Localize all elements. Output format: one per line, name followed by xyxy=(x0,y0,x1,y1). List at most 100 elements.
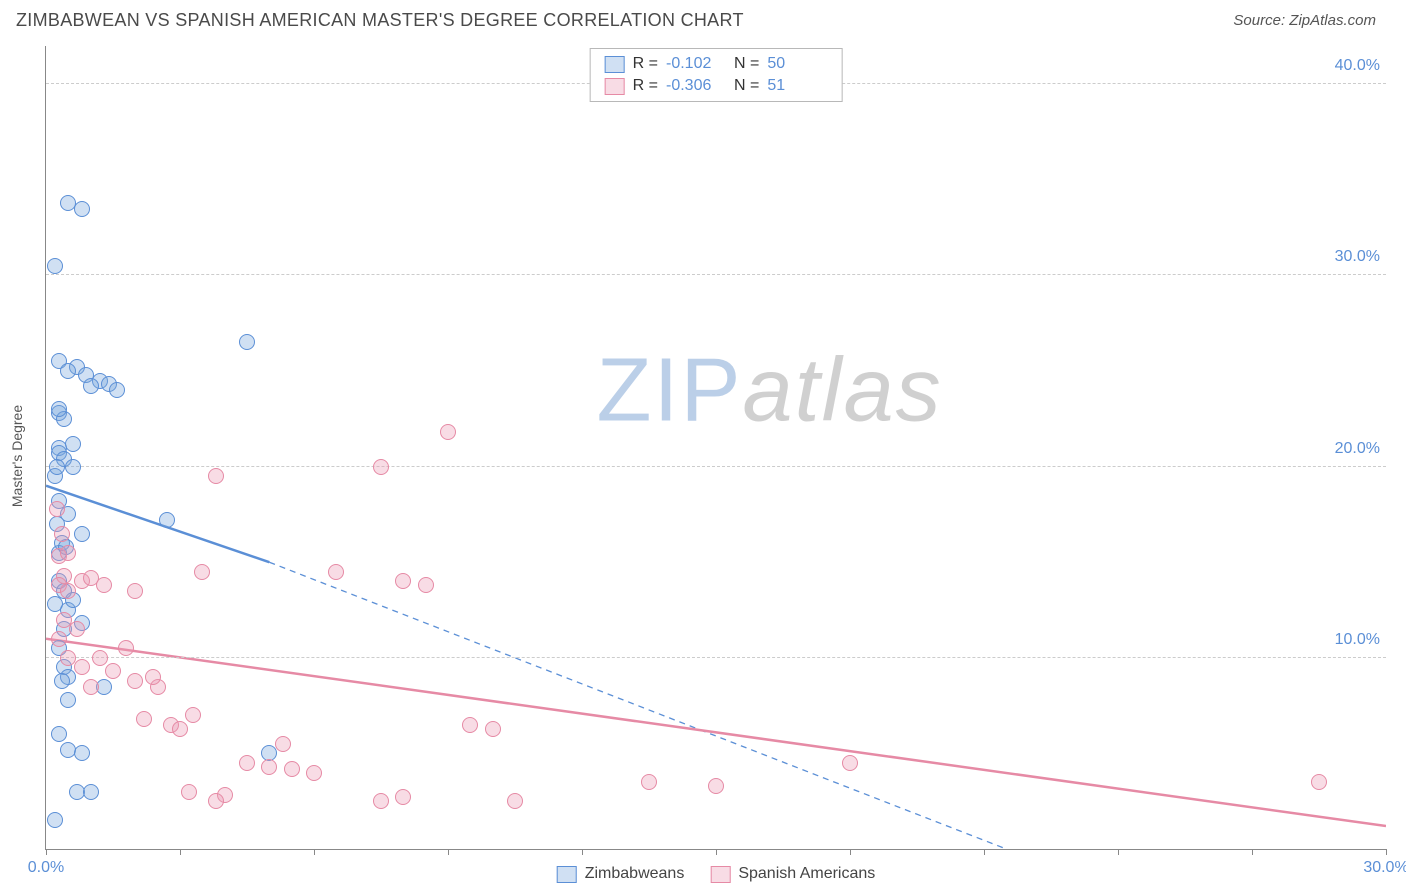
data-point xyxy=(208,468,224,484)
x-tick-label: 30.0% xyxy=(1363,859,1406,877)
data-point xyxy=(54,526,70,542)
data-point xyxy=(74,526,90,542)
data-point xyxy=(60,692,76,708)
r-value: -0.306 xyxy=(666,77,726,95)
y-tick-label: 30.0% xyxy=(1335,248,1388,266)
data-point xyxy=(239,755,255,771)
r-label: R = xyxy=(633,77,658,95)
data-point xyxy=(118,640,134,656)
data-point xyxy=(842,755,858,771)
data-point xyxy=(373,459,389,475)
series-legend-label: Spanish Americans xyxy=(738,865,875,883)
data-point xyxy=(69,621,85,637)
data-point xyxy=(105,663,121,679)
legend-swatch xyxy=(605,78,625,95)
watermark-atlas: atlas xyxy=(743,341,943,441)
data-point xyxy=(194,564,210,580)
data-point xyxy=(49,501,65,517)
series-legend: Zimbabweans Spanish Americans xyxy=(557,865,876,883)
data-point xyxy=(136,711,152,727)
correlation-legend-row: R =-0.306N =51 xyxy=(605,75,828,97)
data-point xyxy=(145,669,161,685)
y-tick-label: 40.0% xyxy=(1335,57,1388,75)
data-point xyxy=(181,784,197,800)
source-prefix: Source: xyxy=(1233,12,1289,29)
series-legend-item: Spanish Americans xyxy=(710,865,875,883)
data-point xyxy=(373,793,389,809)
chart-area: Master's Degree ZIPatlas R =-0.102N =50R… xyxy=(45,46,1386,850)
data-point xyxy=(60,545,76,561)
data-point xyxy=(395,573,411,589)
gridline xyxy=(46,657,1386,658)
data-point xyxy=(261,759,277,775)
data-point xyxy=(83,784,99,800)
data-point xyxy=(172,721,188,737)
x-tick-mark xyxy=(448,849,449,855)
data-point xyxy=(306,765,322,781)
data-point xyxy=(74,201,90,217)
data-point xyxy=(127,583,143,599)
data-point xyxy=(418,577,434,593)
data-point xyxy=(485,721,501,737)
x-tick-mark xyxy=(582,849,583,855)
data-point xyxy=(395,789,411,805)
data-point xyxy=(51,631,67,647)
scatter-plot: ZIPatlas R =-0.102N =50R =-0.306N =51 Zi… xyxy=(45,46,1386,850)
data-point xyxy=(83,378,99,394)
data-point xyxy=(275,736,291,752)
x-tick-mark xyxy=(180,849,181,855)
x-tick-mark xyxy=(984,849,985,855)
data-point xyxy=(328,564,344,580)
gridline xyxy=(46,274,1386,275)
x-tick-mark xyxy=(1252,849,1253,855)
data-point xyxy=(507,793,523,809)
data-point xyxy=(239,334,255,350)
n-label: N = xyxy=(734,55,759,73)
data-point xyxy=(65,436,81,452)
data-point xyxy=(185,707,201,723)
x-tick-mark xyxy=(314,849,315,855)
x-tick-label: 0.0% xyxy=(28,859,64,877)
data-point xyxy=(65,459,81,475)
data-point xyxy=(96,577,112,593)
x-tick-mark xyxy=(716,849,717,855)
x-tick-mark xyxy=(46,849,47,855)
x-tick-mark xyxy=(1386,849,1387,855)
y-tick-label: 10.0% xyxy=(1335,631,1388,649)
r-label: R = xyxy=(633,55,658,73)
data-point xyxy=(83,679,99,695)
legend-swatch xyxy=(710,866,730,883)
source-name: ZipAtlas.com xyxy=(1289,12,1376,29)
watermark: ZIPatlas xyxy=(597,340,943,443)
chart-title: ZIMBABWEAN VS SPANISH AMERICAN MASTER'S … xyxy=(16,10,744,31)
watermark-zip: ZIP xyxy=(597,341,743,441)
gridline xyxy=(46,466,1386,467)
data-point xyxy=(51,726,67,742)
data-point xyxy=(60,363,76,379)
data-point xyxy=(641,774,657,790)
data-point xyxy=(109,382,125,398)
data-point xyxy=(74,659,90,675)
data-point xyxy=(51,401,67,417)
correlation-legend-row: R = -0.102 N = 50 xyxy=(605,53,828,75)
x-tick-mark xyxy=(1118,849,1119,855)
source-attribution: Source: ZipAtlas.com xyxy=(1233,12,1376,29)
series-legend-label: Zimbabweans xyxy=(585,865,685,883)
data-point xyxy=(47,596,63,612)
data-point xyxy=(208,793,224,809)
series-legend-item: Zimbabweans xyxy=(557,865,685,883)
data-point xyxy=(708,778,724,794)
legend-swatch xyxy=(605,56,625,73)
y-tick-label: 20.0% xyxy=(1335,440,1388,458)
data-point xyxy=(462,717,478,733)
data-point xyxy=(74,745,90,761)
r-value: -0.102 xyxy=(666,55,726,73)
data-point xyxy=(284,761,300,777)
n-label: N = xyxy=(734,77,759,95)
data-point xyxy=(440,424,456,440)
data-point xyxy=(127,673,143,689)
n-value: 50 xyxy=(767,55,827,73)
y-axis-label: Master's Degree xyxy=(9,405,25,507)
data-point xyxy=(49,459,65,475)
legend-swatch xyxy=(557,866,577,883)
